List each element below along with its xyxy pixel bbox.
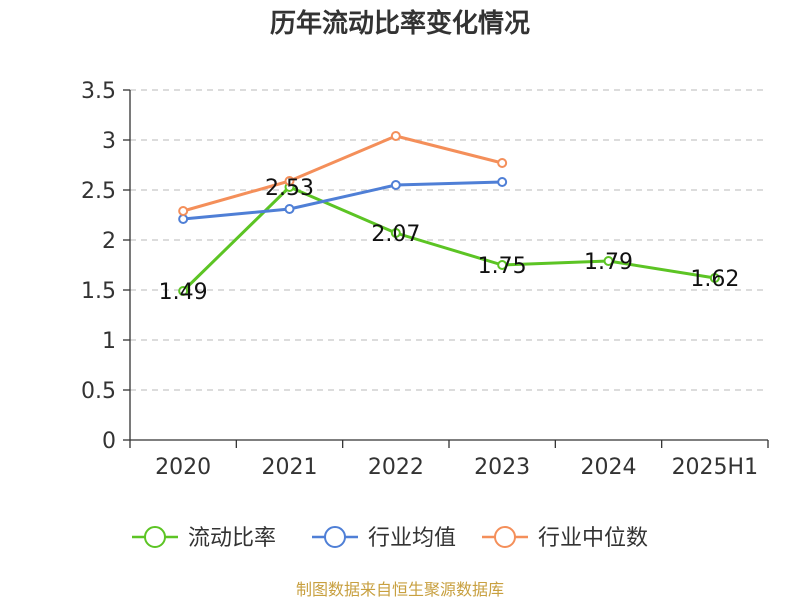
x-axis-ticks: 2020 2021 2022 2023 2024 2025H1 (129, 440, 769, 480)
data-label: 2.53 (265, 176, 314, 201)
legend-label: 行业均值 (368, 526, 456, 551)
data-label: 2.07 (371, 222, 420, 247)
data-point (390, 228, 401, 238)
y-tick-label: 3 (102, 129, 116, 154)
chart-title: 历年流动比率变化情况 (270, 8, 530, 39)
legend-item-1: 流动比率 (132, 526, 276, 551)
data-point (284, 176, 295, 186)
data-labels: 1.49 2.53 2.07 1.75 1.79 1.62 (159, 176, 740, 305)
data-point (603, 256, 614, 266)
data-point (178, 214, 189, 224)
legend-item-2: 行业均值 (312, 526, 456, 551)
data-label: 1.62 (690, 267, 739, 292)
data-point (709, 273, 720, 283)
x-tick-label: 2024 (581, 455, 637, 480)
legend-marker (144, 526, 166, 548)
x-tick-label: 2025H1 (672, 455, 759, 480)
data-point (390, 180, 401, 190)
x-tick-label: 2020 (155, 455, 211, 480)
data-point (390, 131, 401, 141)
y-tick-label: 0 (102, 429, 116, 454)
x-tick-label: 2022 (368, 455, 424, 480)
y-tick-label: 0.5 (81, 379, 116, 404)
data-point (178, 206, 189, 216)
legend-item-3: 行业中位数 (482, 526, 648, 551)
legend-marker (324, 526, 346, 548)
data-label: 1.75 (478, 254, 527, 279)
y-tick-label: 1 (102, 329, 116, 354)
x-tick-label: 2021 (262, 455, 318, 480)
axes (129, 90, 768, 441)
legend-label: 行业中位数 (538, 526, 648, 551)
source-note: 制图数据来自恒生聚源数据库 (296, 580, 504, 599)
data-point (284, 204, 295, 214)
y-tick-label: 2 (102, 229, 116, 254)
series-lines (178, 131, 720, 296)
data-point (497, 177, 508, 187)
data-point (178, 286, 189, 296)
y-tick-label: 1.5 (81, 279, 116, 304)
data-label: 1.49 (159, 280, 208, 305)
series-line-2 (181, 180, 504, 221)
x-tick-label: 2023 (474, 455, 530, 480)
data-point (497, 158, 508, 168)
legend-marker (494, 526, 516, 548)
y-axis-ticks: 0 0.5 1 1.5 2 2.5 3 3.5 (81, 79, 130, 454)
series-line-1 (181, 185, 717, 293)
legend: 流动比率 行业均值 行业中位数 (132, 526, 648, 551)
y-tick-label: 2.5 (81, 179, 116, 204)
legend-label: 流动比率 (188, 526, 276, 551)
y-tick-label: 3.5 (81, 79, 116, 104)
series-line-3 (181, 134, 504, 213)
data-point (497, 260, 508, 270)
data-label: 1.79 (584, 250, 633, 275)
grid-lines (130, 89, 768, 391)
